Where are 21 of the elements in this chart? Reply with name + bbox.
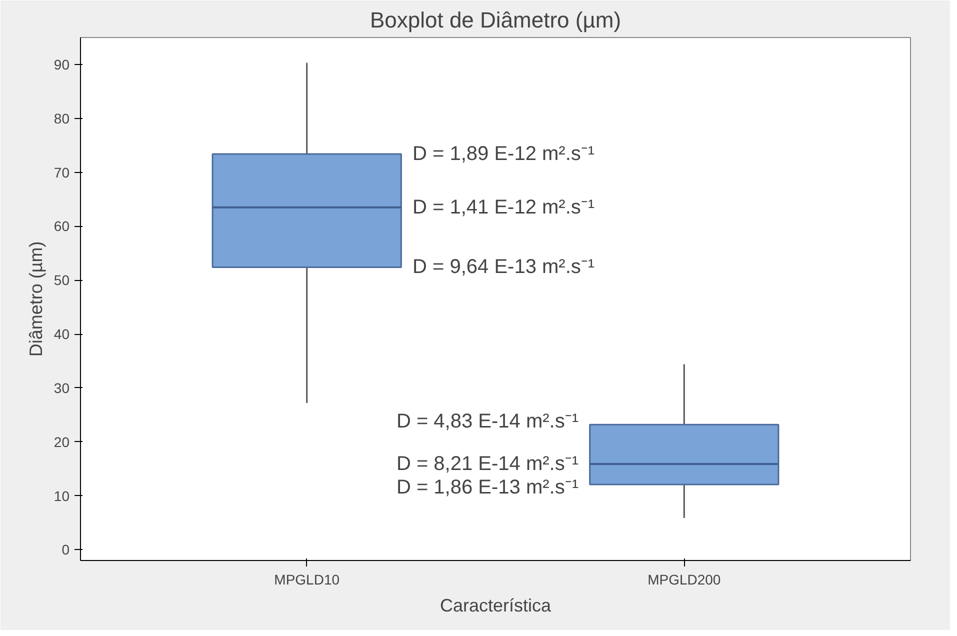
x-tick-label: MPGLD200	[648, 572, 721, 588]
y-tick-label: 70	[54, 164, 70, 180]
y-tick-label: 30	[54, 380, 70, 396]
annotation: D = 1,41 E-12 m².s⁻¹	[412, 196, 595, 218]
y-tick-label: 60	[54, 218, 70, 234]
x-tick-label: MPGLD10	[274, 572, 340, 588]
y-tick-label: 10	[54, 488, 70, 504]
annotation: D = 4,83 E-14 m².s⁻¹	[396, 410, 579, 433]
y-tick-label: 50	[54, 272, 70, 288]
annotation: D = 1,86 E-13 m².s⁻¹	[396, 476, 579, 499]
y-tick-label: 20	[54, 434, 70, 450]
x-axis-title: Característica	[440, 596, 552, 616]
annotation: D = 8,21 E-14 m².s⁻¹	[396, 452, 579, 475]
y-tick-label: 0	[62, 542, 70, 558]
y-tick-label: 90	[54, 56, 70, 72]
y-tick-label: 40	[54, 326, 70, 342]
annotation: D = 9,64 E-13 m².s⁻¹	[412, 256, 595, 278]
chart-title: Boxplot de Diâmetro (µm)	[370, 8, 622, 32]
annotation: D = 1,89 E-12 m².s⁻¹	[412, 142, 595, 165]
y-tick-label: 80	[54, 110, 70, 126]
y-axis-title: Diâmetro (µm)	[26, 241, 46, 357]
